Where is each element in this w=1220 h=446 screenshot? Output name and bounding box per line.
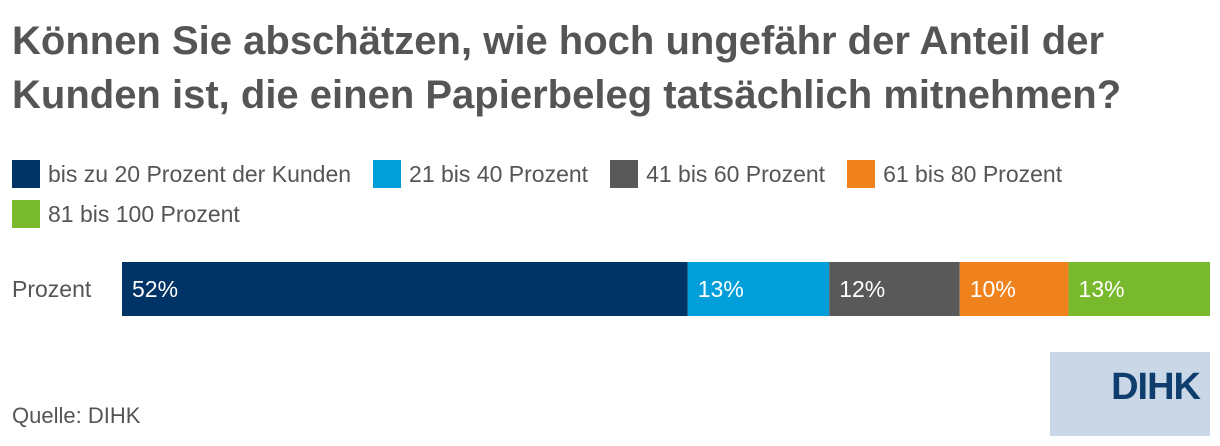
- data-label: 13%: [698, 276, 744, 302]
- logo-text: DIHK: [1111, 366, 1201, 408]
- data-label: 12%: [839, 276, 885, 302]
- legend-swatch: [12, 200, 40, 228]
- legend-item: 41 bis 60 Prozent: [610, 160, 825, 188]
- bar-segment: [959, 262, 1069, 316]
- legend-item: 81 bis 100 Prozent: [12, 200, 240, 228]
- legend-item: 21 bis 40 Prozent: [373, 160, 588, 188]
- legend-label: bis zu 20 Prozent der Kunden: [48, 160, 352, 187]
- bar-segment: [1068, 262, 1210, 316]
- legend-label: 81 bis 100 Prozent: [48, 200, 240, 227]
- legend-item: bis zu 20 Prozent der Kunden: [12, 160, 351, 188]
- legend-label: 61 bis 80 Prozent: [883, 160, 1063, 187]
- chart-title: Können Sie abschätzen, wie hoch ungefähr…: [12, 19, 1122, 117]
- legend-swatch: [847, 160, 876, 188]
- logo-background: [1050, 352, 1210, 436]
- legend-label: 21 bis 40 Prozent: [409, 160, 589, 187]
- legend-swatch: [12, 160, 40, 188]
- legend-item: 61 bis 80 Prozent: [847, 160, 1062, 188]
- stacked-bar-chart: 52% 13% 12% 10% 13%: [122, 262, 1210, 316]
- dihk-logo: DIHK: [1050, 352, 1210, 436]
- source-note: Quelle: DIHK: [12, 403, 141, 428]
- category-label: Prozent: [12, 276, 92, 302]
- legend: bis zu 20 Prozent der Kunden 21 bis 40 Pr…: [12, 160, 1202, 228]
- data-label: 52%: [132, 276, 178, 302]
- legend-label: 41 bis 60 Prozent: [646, 160, 826, 187]
- data-label: 10%: [970, 276, 1016, 302]
- bar-segment: [687, 262, 830, 316]
- legend-swatch: [610, 160, 639, 188]
- data-label: 13%: [1079, 276, 1125, 302]
- legend-swatch: [373, 160, 402, 188]
- bar-segment: [122, 262, 688, 316]
- bar-segment: [829, 262, 960, 316]
